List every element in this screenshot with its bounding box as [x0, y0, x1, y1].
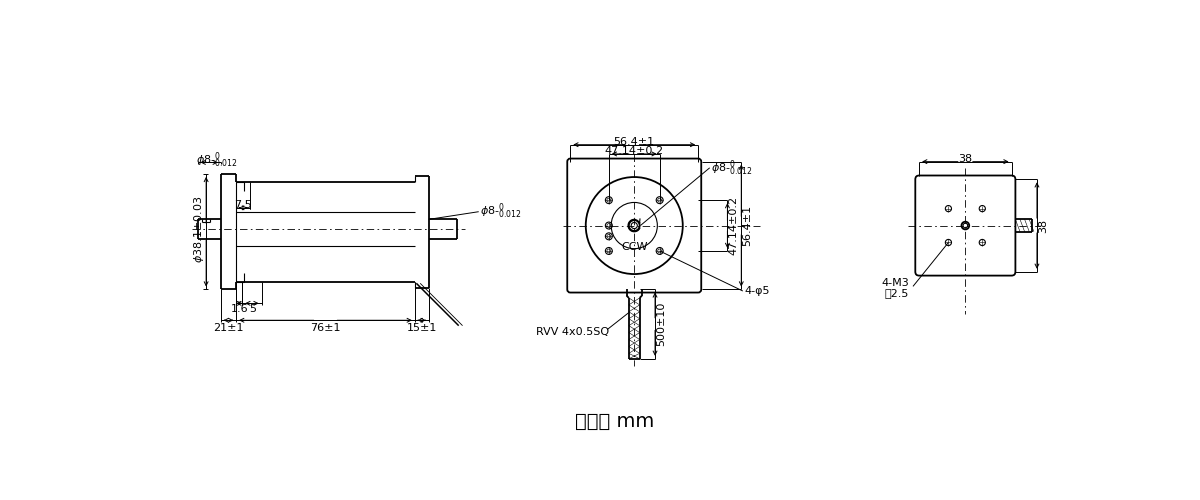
Text: 47.14±0.2: 47.14±0.2	[605, 146, 664, 156]
Text: CCW: CCW	[622, 242, 648, 252]
Text: 21±1: 21±1	[214, 323, 244, 333]
Text: 深2.5: 深2.5	[884, 288, 910, 298]
Text: 4-φ5: 4-φ5	[744, 286, 770, 296]
Text: 1.6: 1.6	[230, 304, 248, 314]
Text: 56.4±1: 56.4±1	[613, 136, 655, 146]
Text: 56.4±1: 56.4±1	[743, 205, 752, 246]
Text: $\phi$8-$^0_{0.012}$: $\phi$8-$^0_{0.012}$	[196, 150, 238, 170]
Text: 38: 38	[959, 154, 972, 164]
Text: 15±1: 15±1	[407, 323, 437, 333]
Text: 38: 38	[1038, 218, 1048, 232]
Text: $\phi$8-$^0_{0.012}$: $\phi$8-$^0_{0.012}$	[712, 158, 754, 178]
Text: $\phi$38.1±0.03: $\phi$38.1±0.03	[192, 196, 206, 263]
Text: 47.14±0.2: 47.14±0.2	[728, 196, 738, 255]
Text: 7.5: 7.5	[234, 200, 252, 210]
Text: 76±1: 76±1	[311, 323, 341, 333]
Text: $\phi$8-$^0_{0.012}$: $\phi$8-$^0_{0.012}$	[480, 202, 522, 222]
Text: 500±10: 500±10	[656, 302, 666, 346]
Text: RVV 4x0.5SQ: RVV 4x0.5SQ	[536, 327, 610, 337]
Text: 4-M3: 4-M3	[881, 278, 910, 288]
Text: 单位： mm: 单位： mm	[575, 412, 655, 432]
Text: 5: 5	[250, 304, 257, 314]
